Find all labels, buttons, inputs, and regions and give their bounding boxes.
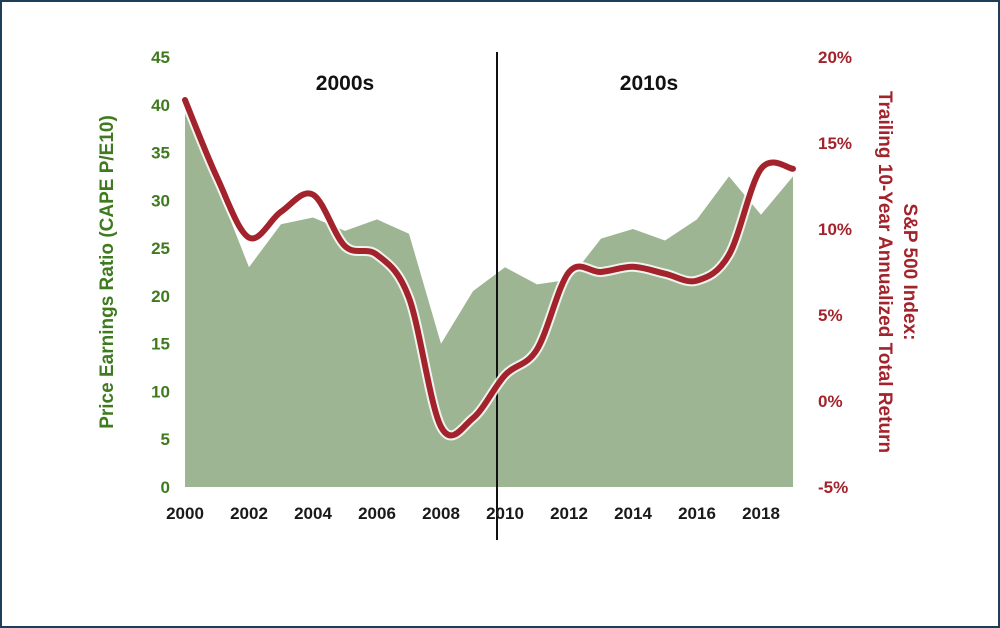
left-tick-label: 30 [151,191,170,210]
right-axis-title-line1: S&P 500 Index: [899,204,920,341]
left-tick-label: 35 [151,144,170,163]
return-line-layer [180,95,798,441]
right-axis-ticks: -5% 0% 5% 10% 15% 20% [818,48,852,497]
x-tick-label: 2008 [422,504,460,523]
x-tick-label: 2018 [742,504,780,523]
right-tick-label: 20% [818,48,852,67]
x-tick-label: 2014 [614,504,652,523]
right-tick-label: 15% [818,134,852,153]
x-tick-label: 2000 [166,504,204,523]
x-tick-label: 2010 [486,504,524,523]
left-tick-label: 25 [151,239,170,258]
left-tick-label: 5 [161,430,170,449]
cape-area-layer [185,109,793,487]
cape-area-series [185,109,793,487]
left-tick-label: 40 [151,96,170,115]
left-tick-label: 15 [151,335,170,354]
x-axis-ticks: 2000 2002 2004 2006 2008 2010 2012 2014 2016 2018 [166,504,780,523]
era-label-2000s: 2000s [316,72,374,95]
era-label-2010s: 2010s [620,72,678,95]
right-axis-title-line2: Trailing 10-Year Annualized Total Return [874,91,895,453]
left-tick-label: 20 [151,287,170,306]
left-tick-label: 10 [151,382,170,401]
x-tick-label: 2002 [230,504,268,523]
right-tick-label: 0% [818,392,843,411]
x-tick-label: 2004 [294,504,332,523]
left-tick-label: 0 [161,478,170,497]
right-tick-label: -5% [818,478,848,497]
left-axis-title: Price Earnings Ratio (CAPE P/E10) [97,115,118,429]
left-tick-label: 45 [151,48,170,67]
right-tick-label: 10% [818,220,852,239]
x-tick-label: 2016 [678,504,716,523]
left-axis-ticks: 0 5 10 15 20 25 30 35 40 45 [151,48,170,497]
right-tick-label: 5% [818,306,843,325]
x-tick-label: 2012 [550,504,588,523]
x-tick-label: 2006 [358,504,396,523]
return-line-series [182,97,796,439]
